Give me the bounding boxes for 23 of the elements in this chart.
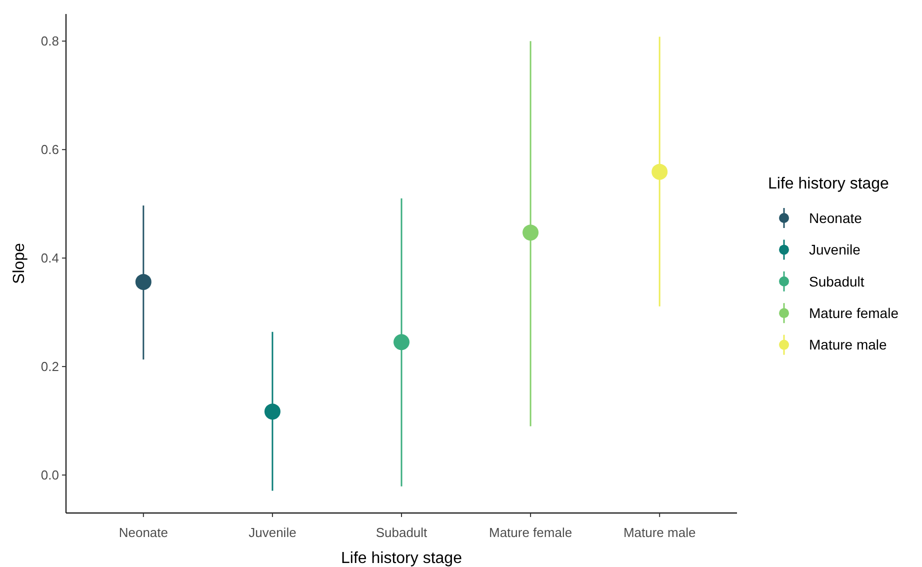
point <box>264 404 280 420</box>
y-axis-title: Slope <box>11 242 28 284</box>
legend-label: Mature male <box>809 336 888 353</box>
legend-label: Mature female <box>809 305 899 321</box>
y-tick-label: 0.4 <box>40 250 59 266</box>
x-axis-title: Life history stage <box>341 550 462 567</box>
legend-label: Subadult <box>809 273 864 290</box>
legend-title: Life history stage <box>768 176 890 193</box>
y-tick-label: 0.2 <box>40 359 59 374</box>
point <box>652 164 668 180</box>
x-tick-label: Neonate <box>118 525 168 540</box>
x-tick-label: Mature female <box>488 525 572 540</box>
legend-label: Neonate <box>809 210 862 226</box>
point <box>394 334 410 350</box>
x-tick-label: Mature male <box>623 525 696 540</box>
legend-label: Juvenile <box>809 242 861 258</box>
x-tick-label: Juvenile <box>248 525 296 540</box>
point <box>522 224 539 241</box>
y-tick-label: 0.0 <box>40 468 59 483</box>
x-tick-label: Subadult <box>376 525 428 540</box>
point <box>135 274 152 290</box>
y-tick-label: 0.8 <box>40 34 59 49</box>
y-tick-label: 0.6 <box>40 142 59 158</box>
